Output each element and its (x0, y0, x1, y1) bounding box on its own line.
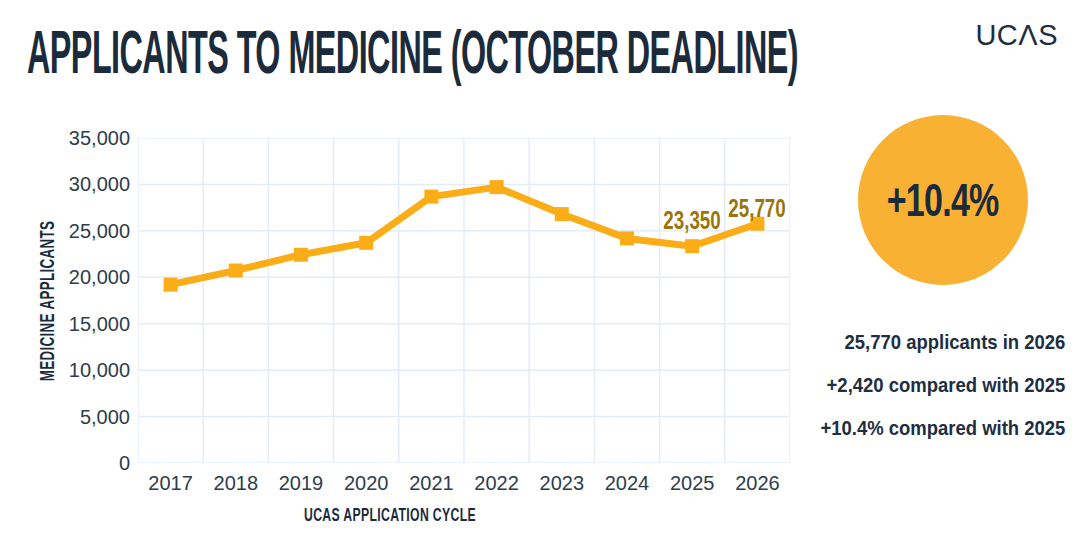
summary-stats: 25,770 applicants in 2026 +2,420 compare… (820, 320, 1065, 449)
data-point-marker (555, 207, 569, 221)
ucas-logo: UCΛS (975, 19, 1058, 52)
data-point-marker (620, 231, 634, 245)
stat-change-absolute: +2,420 compared with 2025 (820, 363, 1065, 406)
data-point-marker (229, 264, 243, 278)
y-tick-label: 0 (0, 452, 130, 474)
plot-area (138, 138, 790, 463)
y-tick-label: 30,000 (0, 173, 130, 195)
page-title: APPLICANTS TO MEDICINE (OCTOBER DEADLINE… (27, 22, 798, 83)
x-tick-label: 2019 (266, 472, 336, 496)
data-point-label: 25,770 (712, 197, 802, 219)
x-tick-label: 2021 (396, 472, 466, 496)
y-tick-label: 15,000 (0, 313, 130, 335)
x-tick-label: 2024 (592, 472, 662, 496)
y-tick-label: 35,000 (0, 127, 130, 149)
x-tick-label: 2022 (462, 472, 532, 496)
data-point-marker (424, 190, 438, 204)
y-tick-label: 10,000 (0, 359, 130, 381)
data-point-marker (164, 278, 178, 292)
x-tick-label: 2025 (657, 472, 727, 496)
percentage-badge-value: +10.4% (887, 173, 999, 227)
x-tick-label: 2026 (722, 472, 792, 496)
y-tick-label: 25,000 (0, 220, 130, 242)
data-point-marker (294, 248, 308, 262)
y-tick-label: 20,000 (0, 266, 130, 288)
x-axis-title: UCAS APPLICATION CYCLE (125, 505, 655, 526)
stat-change-percent: +10.4% compared with 2025 (820, 406, 1065, 449)
stat-applicants: 25,770 applicants in 2026 (820, 320, 1065, 363)
x-tick-label: 2023 (527, 472, 597, 496)
x-tick-label: 2018 (201, 472, 271, 496)
infographic-canvas: APPLICANTS TO MEDICINE (OCTOBER DEADLINE… (0, 0, 1080, 559)
x-tick-label: 2020 (331, 472, 401, 496)
x-tick-label: 2017 (136, 472, 206, 496)
percentage-badge: +10.4% (858, 115, 1028, 285)
data-point-marker (359, 236, 373, 250)
y-tick-label: 5,000 (0, 406, 130, 428)
data-point-marker (490, 180, 504, 194)
data-point-marker (685, 239, 699, 253)
